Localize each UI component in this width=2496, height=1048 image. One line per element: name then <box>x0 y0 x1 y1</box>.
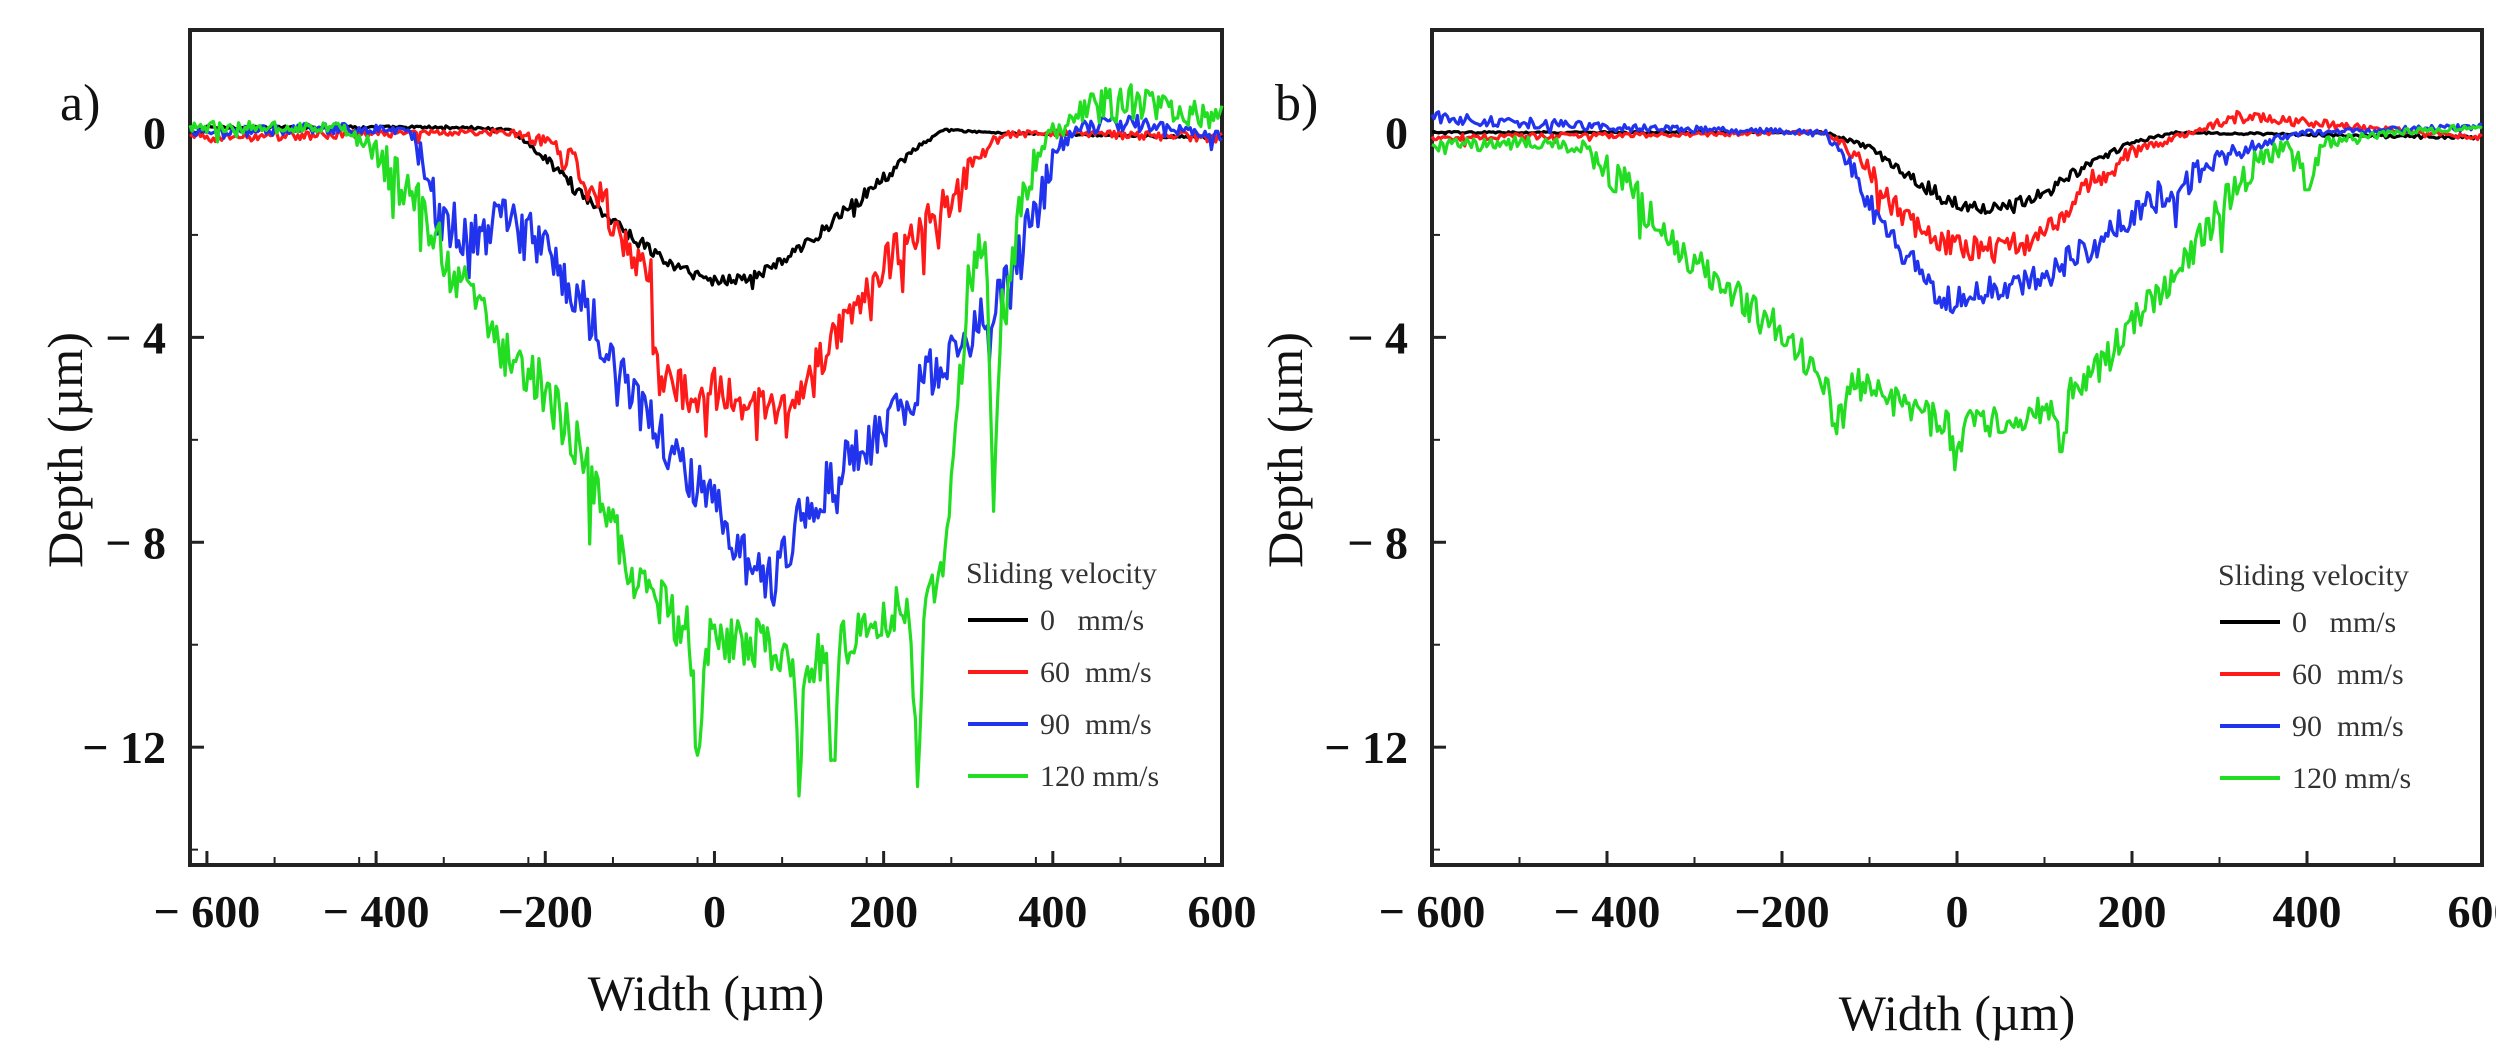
panel-b-legend-label-0: 0 mm/s <box>2292 606 2396 639</box>
panel-a-y-ticks: 0 − 4 − 8 − 12 <box>82 29 204 851</box>
panel-b-x-tick-label-4: 200 <box>2098 886 2167 937</box>
panel-a-legend: Sliding velocity 0 mm/s 60 mm/s 90 mm/s … <box>966 557 1159 793</box>
panel-a-series-line-2 <box>188 113 1223 607</box>
panel-b-y-axis-title: Depth (µm) <box>1257 332 1313 568</box>
panel-b-legend-label-2: 90 mm/s <box>2292 710 2404 743</box>
panel-b-series-line-1 <box>1430 109 2483 264</box>
panel-a-legend-label-2: 90 mm/s <box>1040 708 1152 741</box>
panel-b-legend-title: Sliding velocity <box>2218 559 2409 592</box>
panel-a-x-axis-title: Width (µm) <box>588 965 824 1021</box>
panel-b-legend-label-3: 120 mm/s <box>2292 762 2411 795</box>
panel-a-y-tick-label-2: − 8 <box>105 517 166 568</box>
panel-b-x-tick-label-0: − 600 <box>1379 886 1486 937</box>
panel-b-series-line-3 <box>1431 123 2483 472</box>
panel-a-x-tick-label-6: 600 <box>1188 886 1257 937</box>
panel-b-x-tick-label-2: −200 <box>1734 886 1829 937</box>
panel-b-x-tick-label-6: 600 <box>2448 886 2496 937</box>
panel-a-x-ticks: − 600 − 400 −200 0 200 400 600 <box>154 851 1257 937</box>
panel-a-y-tick-label-0: 0 <box>143 107 166 158</box>
panel-b-x-ticks: − 600 − 400 −200 0 200 400 600 <box>1379 851 2496 937</box>
panel-b-y-tick-label-0: 0 <box>1385 107 1408 158</box>
panel-a-x-tick-label-1: − 400 <box>323 886 430 937</box>
panel-b-y-tick-label-1: − 4 <box>1347 312 1408 363</box>
panel-a-legend-label-3: 120 mm/s <box>1040 760 1159 793</box>
panel-b-y-tick-label-2: − 8 <box>1347 517 1408 568</box>
panel-a-plot-frame <box>188 28 1224 867</box>
panel-a-y-tick-label-3: − 12 <box>82 722 166 773</box>
panel-b-series <box>1430 109 2483 472</box>
panel-b-x-tick-label-3: 0 <box>1946 886 1969 937</box>
panel-b-legend-label-1: 60 mm/s <box>2292 658 2404 691</box>
panel-a-series-line-3 <box>188 83 1224 798</box>
panel-b-label: b) <box>1275 75 1318 132</box>
panel-a-label: a) <box>60 75 100 132</box>
panel-a-legend-label-0: 0 mm/s <box>1040 604 1144 637</box>
panel-a-x-tick-label-3: 0 <box>703 886 726 937</box>
panel-b-series-line-2 <box>1430 110 2483 315</box>
panel-a-legend-label-1: 60 mm/s <box>1040 656 1152 689</box>
panel-b-x-tick-label-5: 400 <box>2273 886 2342 937</box>
panel-a-series-line-1 <box>189 128 1223 442</box>
panel-b-legend: Sliding velocity 0 mm/s 60 mm/s 90 mm/s … <box>2218 559 2411 795</box>
panel-b-x-axis-title: Width (µm) <box>1839 985 2075 1041</box>
panel-a-x-tick-label-4: 200 <box>849 886 918 937</box>
panel-b-x-tick-label-1: − 400 <box>1554 886 1661 937</box>
panel-b-series-line-0 <box>1431 129 2482 215</box>
panel-b-y-ticks: 0 − 4 − 8 − 12 <box>1324 29 1446 851</box>
panel-a-y-tick-label-1: − 4 <box>105 312 166 363</box>
panel-a-x-tick-label-2: −200 <box>498 886 593 937</box>
panel-a-chart: a) − 600− 400 −200 0 200 400 600 0− 4− 8− 12 … <box>37 28 1257 1021</box>
panel-a-x-tick-label-5: 400 <box>1018 886 1087 937</box>
panel-a-legend-title: Sliding velocity <box>966 557 1157 590</box>
panel-a-x-tick-label-0: − 600 <box>154 886 261 937</box>
panel-a-y-axis-title: Depth (µm) <box>37 332 93 568</box>
panel-a-series <box>188 83 1224 798</box>
panel-a-series-line-0 <box>189 124 1223 291</box>
panel-b-y-tick-label-3: − 12 <box>1324 722 1408 773</box>
